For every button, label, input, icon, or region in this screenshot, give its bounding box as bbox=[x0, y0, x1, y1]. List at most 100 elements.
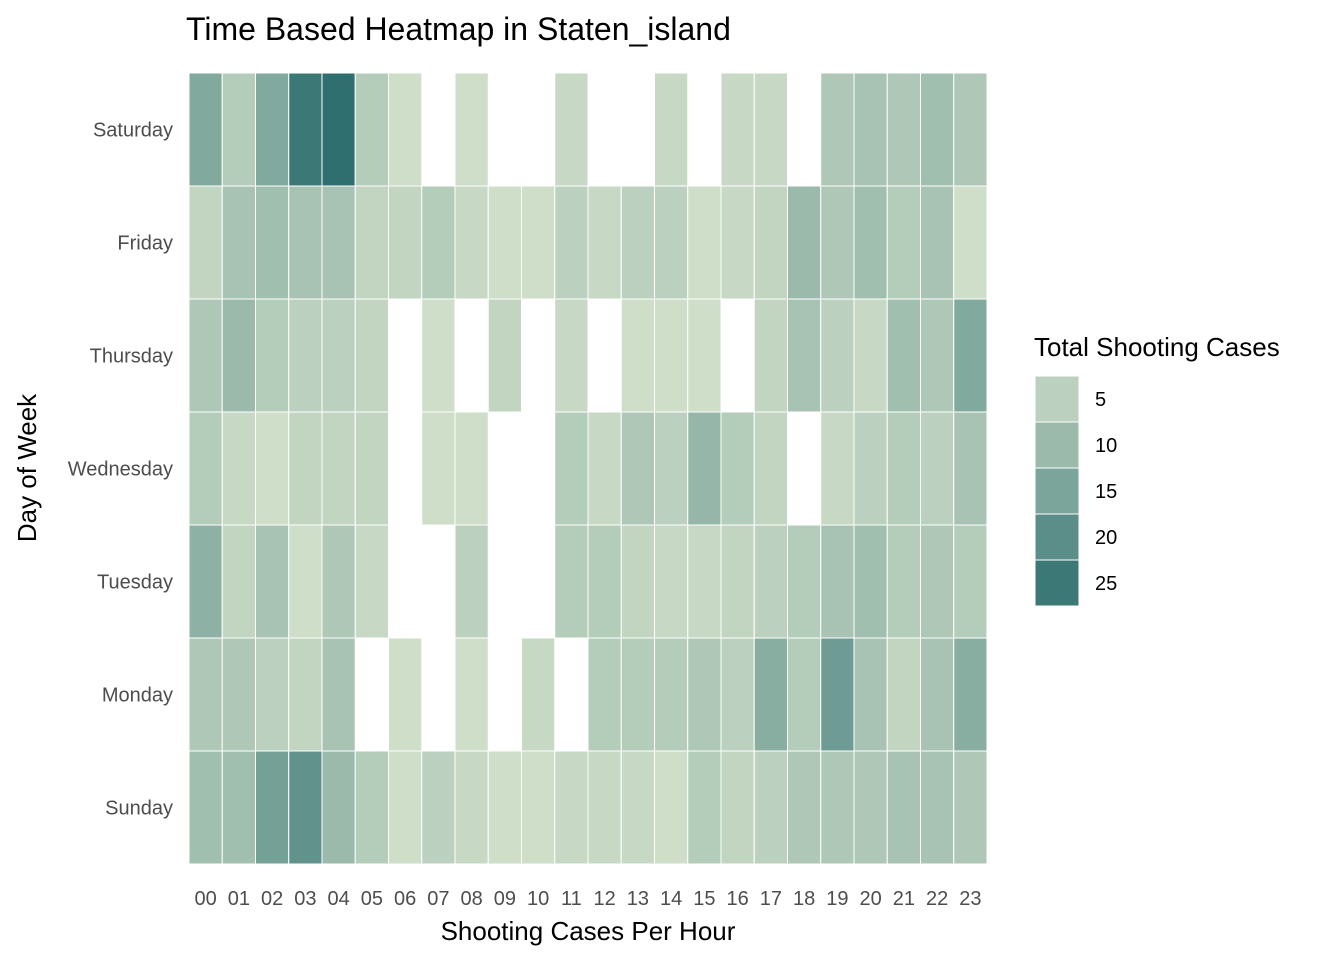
heatmap-cell-monday-15 bbox=[687, 637, 722, 752]
x-tick-label-04: 04 bbox=[328, 888, 350, 910]
heatmap-cell-saturday-06 bbox=[388, 72, 423, 187]
heatmap-cell-sunday-04 bbox=[321, 750, 356, 865]
heatmap-cell-tuesday-18 bbox=[787, 524, 822, 639]
x-tick-label-00: 00 bbox=[195, 888, 217, 910]
heatmap-cell-friday-11 bbox=[554, 185, 589, 300]
heatmap-cell-sunday-06 bbox=[388, 750, 423, 865]
heatmap-cell-friday-05 bbox=[354, 185, 389, 300]
heatmap-cell-thursday-02 bbox=[255, 298, 290, 413]
legend-keys: 5 10 15 20 25 bbox=[1034, 375, 1117, 607]
heatmap-cell-friday-12 bbox=[587, 185, 622, 300]
x-tick-label-11: 11 bbox=[561, 888, 582, 910]
heatmap-cell-sunday-12 bbox=[587, 750, 622, 865]
y-tick-label-wednesday: Wednesday bbox=[68, 459, 173, 481]
heatmap-cell-thursday-20 bbox=[853, 298, 888, 413]
heatmap-cell-saturday-01 bbox=[221, 72, 256, 187]
heatmap-cell-friday-06 bbox=[388, 185, 423, 300]
x-axis-title: Shooting Cases Per Hour bbox=[441, 916, 736, 946]
heatmap-cell-monday-19 bbox=[820, 637, 855, 752]
heatmap-cell-saturday-21 bbox=[886, 72, 921, 187]
heatmap-cell-friday-23 bbox=[953, 185, 988, 300]
y-tick-label-thursday: Thursday bbox=[90, 346, 173, 368]
legend-label-15: 15 bbox=[1095, 481, 1117, 503]
heatmap-cell-thursday-07 bbox=[421, 298, 456, 413]
heatmap-cell-sunday-21 bbox=[886, 750, 921, 865]
heatmap-cell-sunday-23 bbox=[953, 750, 988, 865]
heatmap-cell-monday-20 bbox=[853, 637, 888, 752]
heatmap-cell-sunday-08 bbox=[454, 750, 489, 865]
heatmap-cell-thursday-18 bbox=[787, 298, 822, 413]
heatmap-cell-sunday-14 bbox=[654, 750, 689, 865]
heatmap-cell-tuesday-00 bbox=[188, 524, 223, 639]
y-tick-label-saturday: Saturday bbox=[93, 120, 173, 142]
heatmap-cell-sunday-05 bbox=[354, 750, 389, 865]
heatmap-cell-sunday-02 bbox=[255, 750, 290, 865]
x-tick-label-07: 07 bbox=[427, 888, 449, 910]
heatmap-cell-wednesday-00 bbox=[188, 411, 223, 526]
heatmap-cell-tuesday-20 bbox=[853, 524, 888, 639]
heatmap-cell-wednesday-21 bbox=[886, 411, 921, 526]
heatmap-cell-wednesday-11 bbox=[554, 411, 589, 526]
heatmap-cell-friday-15 bbox=[687, 185, 722, 300]
heatmap-cell-sunday-13 bbox=[620, 750, 655, 865]
heatmap-cell-wednesday-07 bbox=[421, 411, 456, 526]
x-tick-label-06: 06 bbox=[394, 888, 416, 910]
heatmap-cell-friday-08 bbox=[454, 185, 489, 300]
heatmap-cell-monday-08 bbox=[454, 637, 489, 752]
heatmap-cell-tuesday-01 bbox=[221, 524, 256, 639]
heatmap-cell-wednesday-17 bbox=[753, 411, 788, 526]
heatmap-cell-saturday-00 bbox=[188, 72, 223, 187]
heatmap-cell-friday-02 bbox=[255, 185, 290, 300]
heatmap-cell-monday-14 bbox=[654, 637, 689, 752]
x-tick-label-23: 23 bbox=[959, 888, 981, 910]
x-tick-label-14: 14 bbox=[660, 888, 682, 910]
heatmap-cell-tuesday-02 bbox=[255, 524, 290, 639]
x-tick-label-19: 19 bbox=[826, 888, 848, 910]
heatmap-cell-sunday-00 bbox=[188, 750, 223, 865]
heatmap-cell-saturday-23 bbox=[953, 72, 988, 187]
heatmap-cell-saturday-14 bbox=[654, 72, 689, 187]
heatmap-cell-wednesday-22 bbox=[920, 411, 955, 526]
heatmap-cell-wednesday-14 bbox=[654, 411, 689, 526]
heatmap-cell-sunday-01 bbox=[221, 750, 256, 865]
heatmap-cell-thursday-04 bbox=[321, 298, 356, 413]
x-tick-label-02: 02 bbox=[261, 888, 283, 910]
heatmap-cell-monday-00 bbox=[188, 637, 223, 752]
heatmap-cell-monday-10 bbox=[521, 637, 556, 752]
heatmap-cell-saturday-03 bbox=[288, 72, 323, 187]
heatmap-cell-thursday-00 bbox=[188, 298, 223, 413]
heatmap-cell-monday-22 bbox=[920, 637, 955, 752]
heatmap-cell-friday-10 bbox=[521, 185, 556, 300]
heatmap-cell-sunday-17 bbox=[753, 750, 788, 865]
heatmap-cell-wednesday-15 bbox=[687, 411, 722, 526]
heatmap-cell-tuesday-04 bbox=[321, 524, 356, 639]
heatmap-cell-thursday-09 bbox=[487, 298, 522, 413]
heatmap-cell-sunday-15 bbox=[687, 750, 722, 865]
chart-title: Time Based Heatmap in Staten_island bbox=[186, 11, 731, 47]
heatmap-cell-monday-13 bbox=[620, 637, 655, 752]
heatmap-cell-friday-22 bbox=[920, 185, 955, 300]
heatmap-cell-tuesday-17 bbox=[753, 524, 788, 639]
heatmap-cell-thursday-11 bbox=[554, 298, 589, 413]
heatmap-cell-monday-06 bbox=[388, 637, 423, 752]
heatmap-cell-thursday-14 bbox=[654, 298, 689, 413]
legend-label-25: 25 bbox=[1095, 573, 1117, 595]
heatmap-cell-tuesday-19 bbox=[820, 524, 855, 639]
legend: Total Shooting Cases 5 10 15 20 25 bbox=[1034, 332, 1280, 607]
heatmap-cell-saturday-22 bbox=[920, 72, 955, 187]
heatmap-cell-wednesday-05 bbox=[354, 411, 389, 526]
x-tick-label-15: 15 bbox=[693, 888, 715, 910]
heatmap-cell-saturday-19 bbox=[820, 72, 855, 187]
heatmap-cell-friday-18 bbox=[787, 185, 822, 300]
heatmap-cell-friday-17 bbox=[753, 185, 788, 300]
heatmap-cell-tuesday-08 bbox=[454, 524, 489, 639]
heatmap-cell-sunday-20 bbox=[853, 750, 888, 865]
heatmap-cell-tuesday-12 bbox=[587, 524, 622, 639]
heatmap-cell-monday-23 bbox=[953, 637, 988, 752]
heatmap-cell-monday-01 bbox=[221, 637, 256, 752]
heatmap-cell-saturday-20 bbox=[853, 72, 888, 187]
heatmap-cell-sunday-03 bbox=[288, 750, 323, 865]
heatmap-cell-saturday-04 bbox=[321, 72, 356, 187]
heatmap-cell-friday-01 bbox=[221, 185, 256, 300]
heatmap-cell-wednesday-04 bbox=[321, 411, 356, 526]
